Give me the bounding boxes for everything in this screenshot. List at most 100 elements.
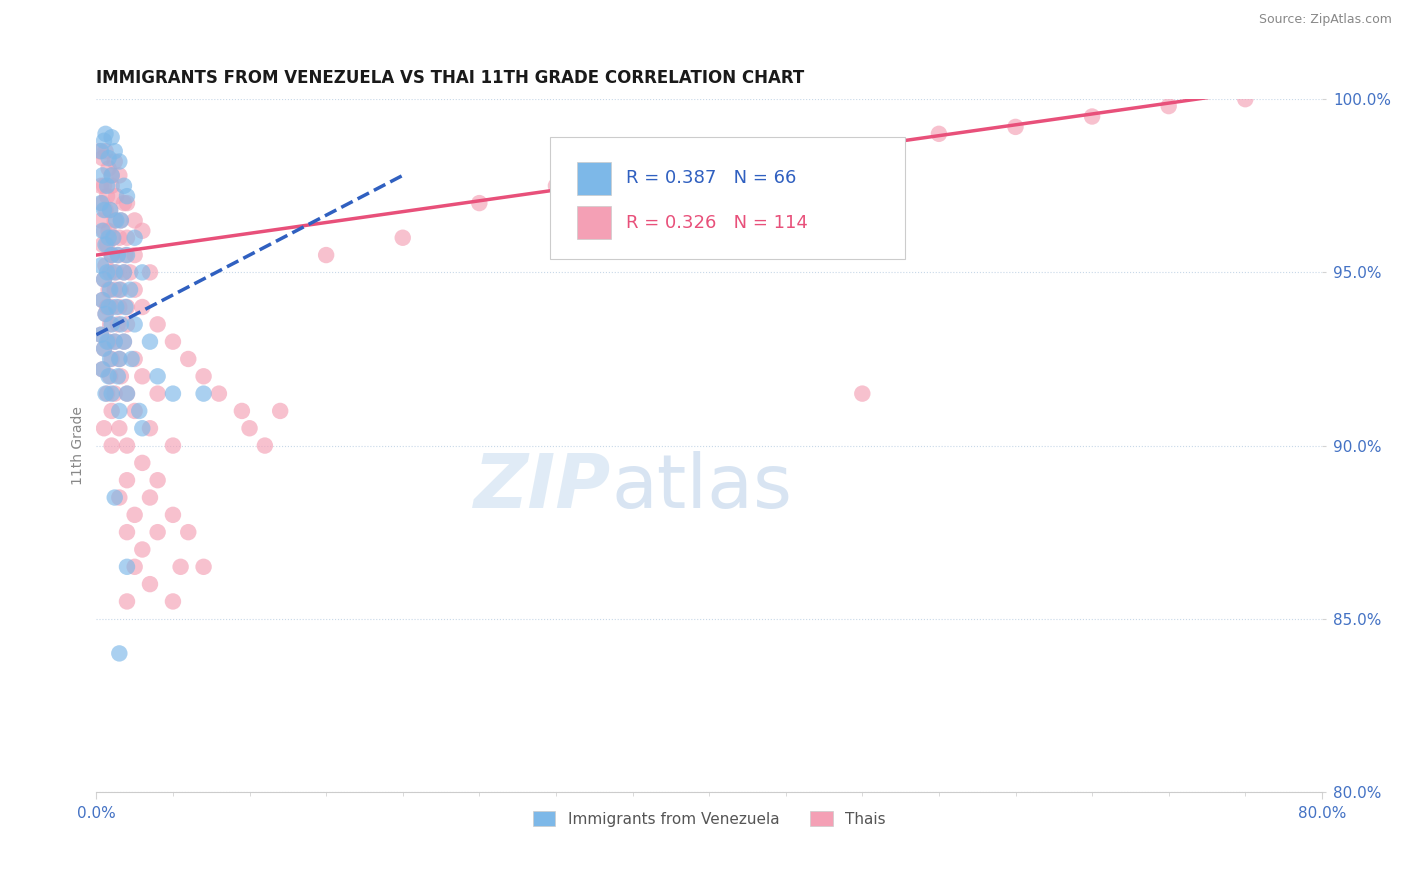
Point: [1081, 110, 1104, 124]
Point: [124, 508, 146, 522]
Y-axis label: 11th Grade: 11th Grade: [72, 406, 86, 485]
Point: [105, 213, 128, 227]
Point: [91, 293, 114, 307]
Point: [193, 386, 215, 401]
Point: [238, 421, 260, 435]
Point: [94, 144, 117, 158]
Point: [139, 334, 162, 349]
Point: [100, 178, 122, 193]
Point: [315, 248, 337, 262]
Point: [146, 525, 169, 540]
Point: [96, 237, 118, 252]
Point: [697, 161, 720, 176]
Point: [90, 213, 112, 227]
Point: [253, 439, 276, 453]
Point: [112, 334, 135, 349]
Point: [93, 342, 115, 356]
Point: [104, 491, 127, 505]
Point: [115, 300, 138, 314]
Point: [94, 127, 117, 141]
Point: [121, 351, 143, 366]
Point: [162, 386, 184, 401]
Point: [97, 334, 120, 349]
Point: [131, 421, 153, 435]
Point: [162, 594, 184, 608]
Point: [112, 196, 135, 211]
Point: [100, 404, 122, 418]
Point: [94, 307, 117, 321]
Point: [108, 491, 131, 505]
Point: [107, 369, 129, 384]
Point: [108, 647, 131, 661]
Point: [139, 491, 162, 505]
Point: [115, 386, 138, 401]
Point: [1234, 92, 1257, 106]
Point: [104, 144, 127, 158]
Point: [162, 334, 184, 349]
Point: [90, 178, 112, 193]
Legend: Immigrants from Venezuela, Thais: Immigrants from Venezuela, Thais: [526, 805, 891, 833]
Point: [177, 351, 200, 366]
Point: [110, 318, 132, 332]
Point: [115, 439, 138, 453]
Point: [98, 283, 121, 297]
Point: [93, 178, 115, 193]
Point: [118, 283, 141, 297]
Point: [108, 421, 131, 435]
Point: [108, 351, 131, 366]
Point: [104, 334, 127, 349]
Point: [193, 559, 215, 574]
Point: [93, 272, 115, 286]
Point: [269, 404, 291, 418]
Point: [131, 300, 153, 314]
Point: [108, 283, 131, 297]
Point: [100, 351, 122, 366]
Point: [97, 224, 120, 238]
Point: [131, 456, 153, 470]
Point: [104, 154, 127, 169]
Point: [114, 300, 136, 314]
Point: [110, 283, 132, 297]
Point: [97, 300, 120, 314]
Point: [100, 386, 122, 401]
Point: [115, 594, 138, 608]
Point: [544, 178, 567, 193]
Point: [100, 300, 122, 314]
Point: [96, 189, 118, 203]
Point: [108, 231, 131, 245]
Point: [162, 508, 184, 522]
Point: [103, 231, 125, 245]
Text: R = 0.387   N = 66: R = 0.387 N = 66: [626, 169, 796, 187]
Point: [115, 525, 138, 540]
Point: [124, 248, 146, 262]
Point: [91, 224, 114, 238]
Point: [115, 318, 138, 332]
Point: [108, 154, 131, 169]
Point: [128, 404, 150, 418]
Point: [115, 189, 138, 203]
Point: [90, 196, 112, 211]
Point: [90, 259, 112, 273]
Point: [124, 404, 146, 418]
Point: [108, 351, 131, 366]
Point: [98, 351, 121, 366]
Point: [100, 169, 122, 183]
Point: [115, 196, 138, 211]
Point: [775, 151, 797, 165]
Point: [107, 318, 129, 332]
Point: [93, 342, 115, 356]
Point: [104, 265, 127, 279]
Point: [146, 318, 169, 332]
Point: [104, 386, 127, 401]
Point: [391, 231, 413, 245]
Point: [110, 213, 132, 227]
Point: [91, 196, 114, 211]
Point: [105, 189, 128, 203]
Point: [110, 369, 132, 384]
Bar: [576, 206, 612, 239]
Point: [231, 404, 253, 418]
Text: ZIP: ZIP: [474, 450, 612, 524]
Point: [91, 169, 114, 183]
Point: [98, 369, 121, 384]
Point: [98, 318, 121, 332]
